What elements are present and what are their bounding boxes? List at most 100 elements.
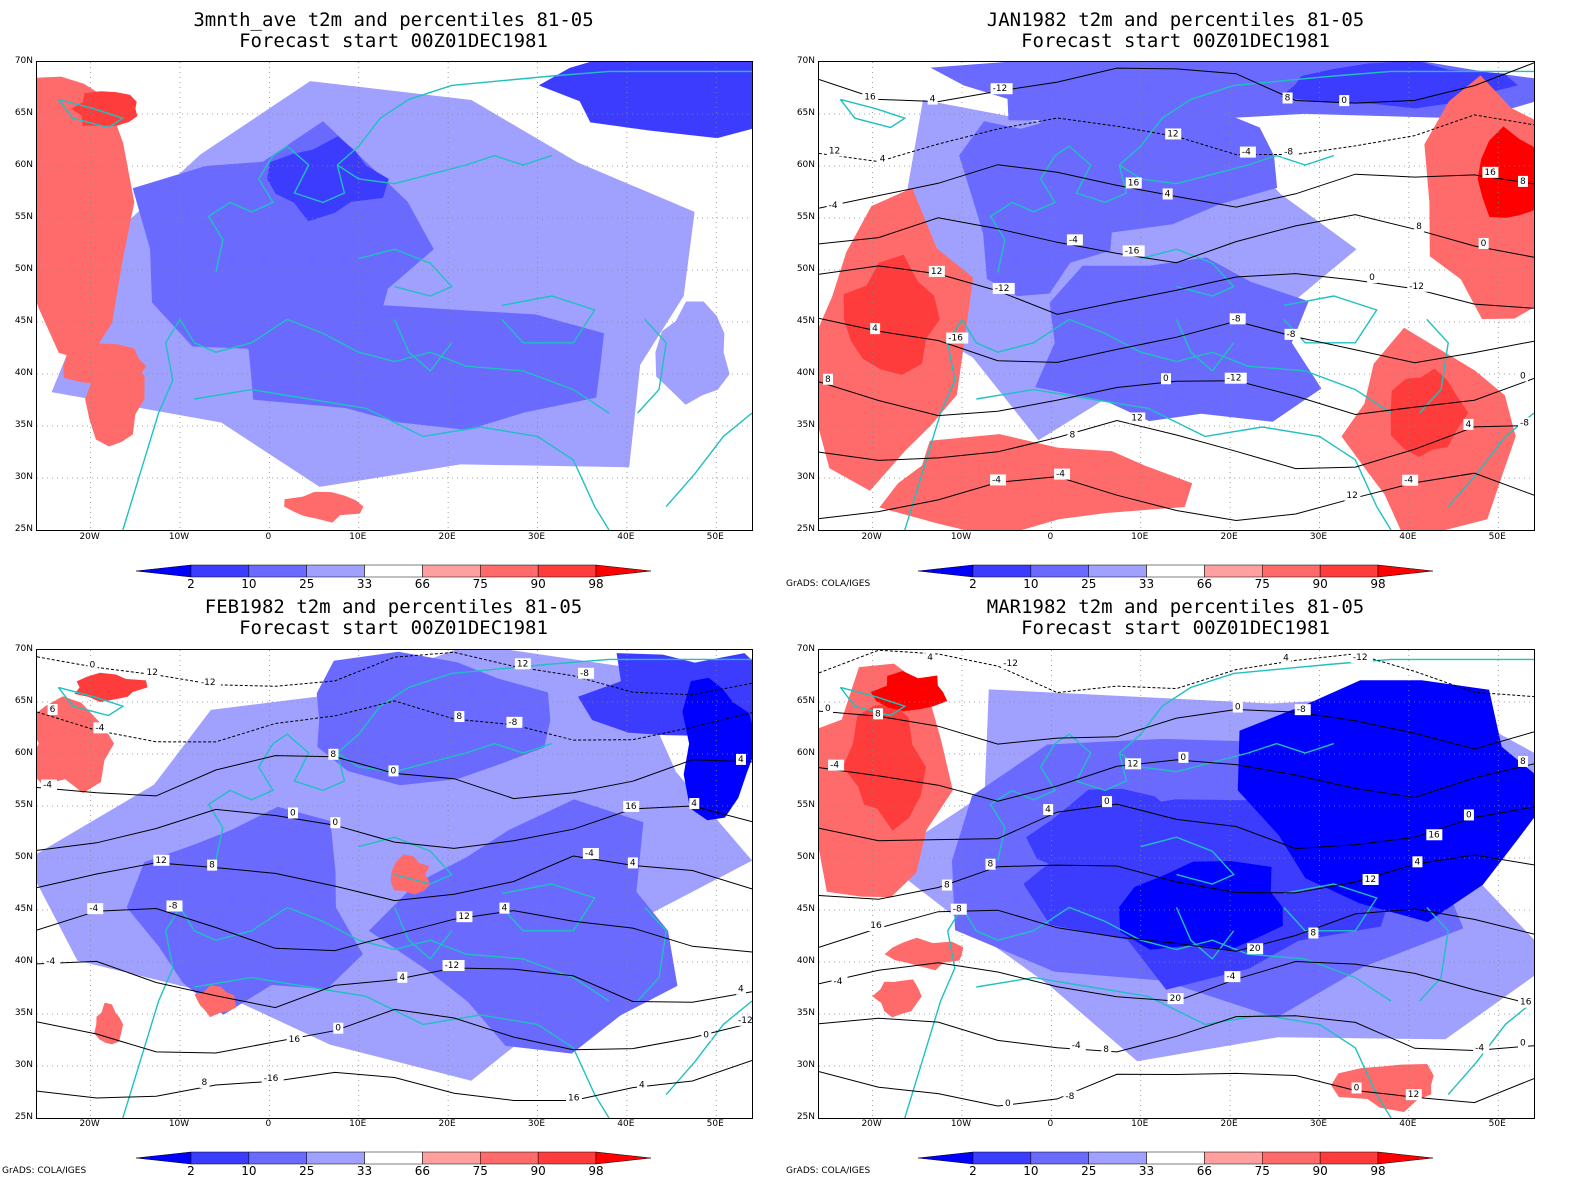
colorbar-label: 66: [1196, 577, 1213, 591]
svg-text:-8: -8: [1520, 418, 1529, 428]
svg-text:8: 8: [1310, 929, 1316, 939]
latitude-label: 65N: [14, 108, 33, 118]
contour-line: [819, 908, 1534, 952]
svg-text:12: 12: [1167, 129, 1178, 139]
longitude-label: 0: [1047, 1119, 1054, 1129]
contour-label: 12: [1129, 412, 1146, 424]
coastline: [1118, 658, 1534, 754]
svg-text:8: 8: [209, 861, 215, 871]
colorbar-segment: [480, 1151, 539, 1165]
latitude-label: 25N: [14, 524, 33, 534]
percentile-shading: [655, 301, 730, 405]
contour-label: 16: [623, 800, 640, 812]
svg-text:8: 8: [1069, 431, 1075, 441]
contour-label: -8: [1063, 1090, 1080, 1102]
percentile-shading: [1390, 368, 1469, 457]
latitude-label: 45N: [14, 316, 33, 326]
contour-label: -4: [1054, 468, 1071, 480]
contour-label: 8: [1067, 429, 1078, 441]
longitude-label: 10W: [950, 532, 972, 542]
latitude-label: 25N: [796, 524, 815, 534]
svg-text:12: 12: [146, 668, 157, 678]
longitude-label: 20W: [79, 532, 100, 542]
svg-text:12: 12: [829, 146, 840, 156]
contour-label: -4: [1473, 1042, 1490, 1054]
contour-label: -8: [1284, 328, 1301, 340]
latitude-label: 50N: [796, 264, 815, 274]
colorbar-segment: [1262, 564, 1321, 578]
latitude-label: 40N: [14, 368, 33, 378]
svg-text:4: 4: [930, 95, 936, 105]
percentile-shading: [1119, 861, 1283, 950]
contour-label: -16: [261, 1073, 284, 1085]
colorbar-label: 33: [1138, 577, 1155, 591]
longitude-label: 30E: [1309, 1119, 1328, 1129]
latitude-label: 35N: [14, 1008, 33, 1018]
contour-label: 4: [689, 798, 700, 810]
svg-text:-4: -4: [95, 723, 104, 733]
coastline: [1175, 907, 1235, 960]
contour-label: 0: [1518, 370, 1528, 382]
svg-text:-16: -16: [264, 1074, 279, 1084]
svg-text:0: 0: [703, 1031, 709, 1041]
latitude-label: 25N: [14, 1112, 33, 1122]
panel-jan1982: JAN1982 t2m and percentiles 81-05 Forecas…: [784, 0, 1596, 591]
colorbar-segment: [1146, 1151, 1205, 1165]
svg-text:4: 4: [1414, 857, 1420, 867]
latitude-label: 60N: [796, 748, 815, 758]
contour-label: 0: [1178, 751, 1189, 763]
contour-label: 16: [566, 1092, 583, 1104]
colorbar-label: 98: [588, 1164, 604, 1178]
longitude-label: 20W: [79, 1119, 100, 1129]
coastline: [501, 883, 596, 932]
contour-label: -8: [1282, 146, 1299, 158]
longitude-label: 20E: [1220, 1119, 1238, 1129]
contour-label: 8: [1101, 1043, 1112, 1055]
latitude-label: 60N: [14, 160, 33, 170]
contour-label: 12: [456, 911, 473, 923]
svg-text:4: 4: [1283, 653, 1289, 663]
colorbar-label: 2: [187, 1164, 195, 1178]
contour-label: -4: [1402, 474, 1419, 486]
svg-text:8: 8: [1103, 1045, 1109, 1055]
coastline: [207, 145, 346, 273]
contour-label: 12: [144, 666, 161, 678]
contour-label: -12: [990, 83, 1013, 95]
panel-title: FEB1982 t2m and percentiles 81-05: [204, 596, 583, 618]
longitude-label: 10W: [168, 532, 190, 542]
contour-label: 8: [1518, 755, 1528, 767]
contour-label: -4: [93, 722, 110, 734]
svg-text:12: 12: [1127, 759, 1138, 769]
svg-text:4: 4: [1045, 805, 1051, 815]
latitude-label: 40N: [14, 956, 33, 966]
map-svg: -12 -8 -4 -16 -12 -16 -12 -8 -4 0 4 4 0 -12 -8 8 12 -4 4 -4…: [819, 62, 1534, 530]
colorbar-label: 90: [530, 577, 546, 591]
svg-text:-4: -4: [585, 849, 594, 859]
percentile-shading: [316, 651, 551, 786]
svg-text:0: 0: [332, 818, 338, 828]
svg-text:0: 0: [1235, 703, 1241, 713]
svg-text:-4: -4: [834, 977, 843, 987]
colorbar-label: 98: [1370, 1164, 1386, 1178]
percentile-shading: [37, 76, 135, 362]
svg-text:-8: -8: [1284, 147, 1293, 157]
svg-text:4: 4: [630, 858, 636, 868]
contour-label: -8: [950, 903, 967, 915]
svg-text:-4: -4: [1475, 1044, 1484, 1054]
panel-title: JAN1982 t2m and percentiles 81-05: [986, 9, 1365, 31]
latitude-label: 35N: [796, 1008, 815, 1018]
percentile-shading: [1477, 126, 1534, 218]
contour-label: -4: [1224, 971, 1241, 983]
panel-3mnth-ave: 3mnth_ave t2m and percentiles 81-05 Forec…: [0, 0, 780, 591]
latitude-label: 55N: [796, 800, 815, 810]
svg-text:-16: -16: [948, 334, 963, 344]
colorbar-label: 75: [472, 577, 488, 591]
latitude-label: 60N: [796, 160, 815, 170]
latitude-label: 70N: [796, 644, 815, 654]
svg-text:-4: -4: [829, 201, 838, 211]
contour-label: 12: [153, 854, 170, 866]
contour-label: 4: [1412, 856, 1423, 868]
contour-label: 4: [636, 1079, 647, 1091]
contour-label: -8: [578, 667, 595, 679]
colorbar-segment: [480, 564, 539, 578]
